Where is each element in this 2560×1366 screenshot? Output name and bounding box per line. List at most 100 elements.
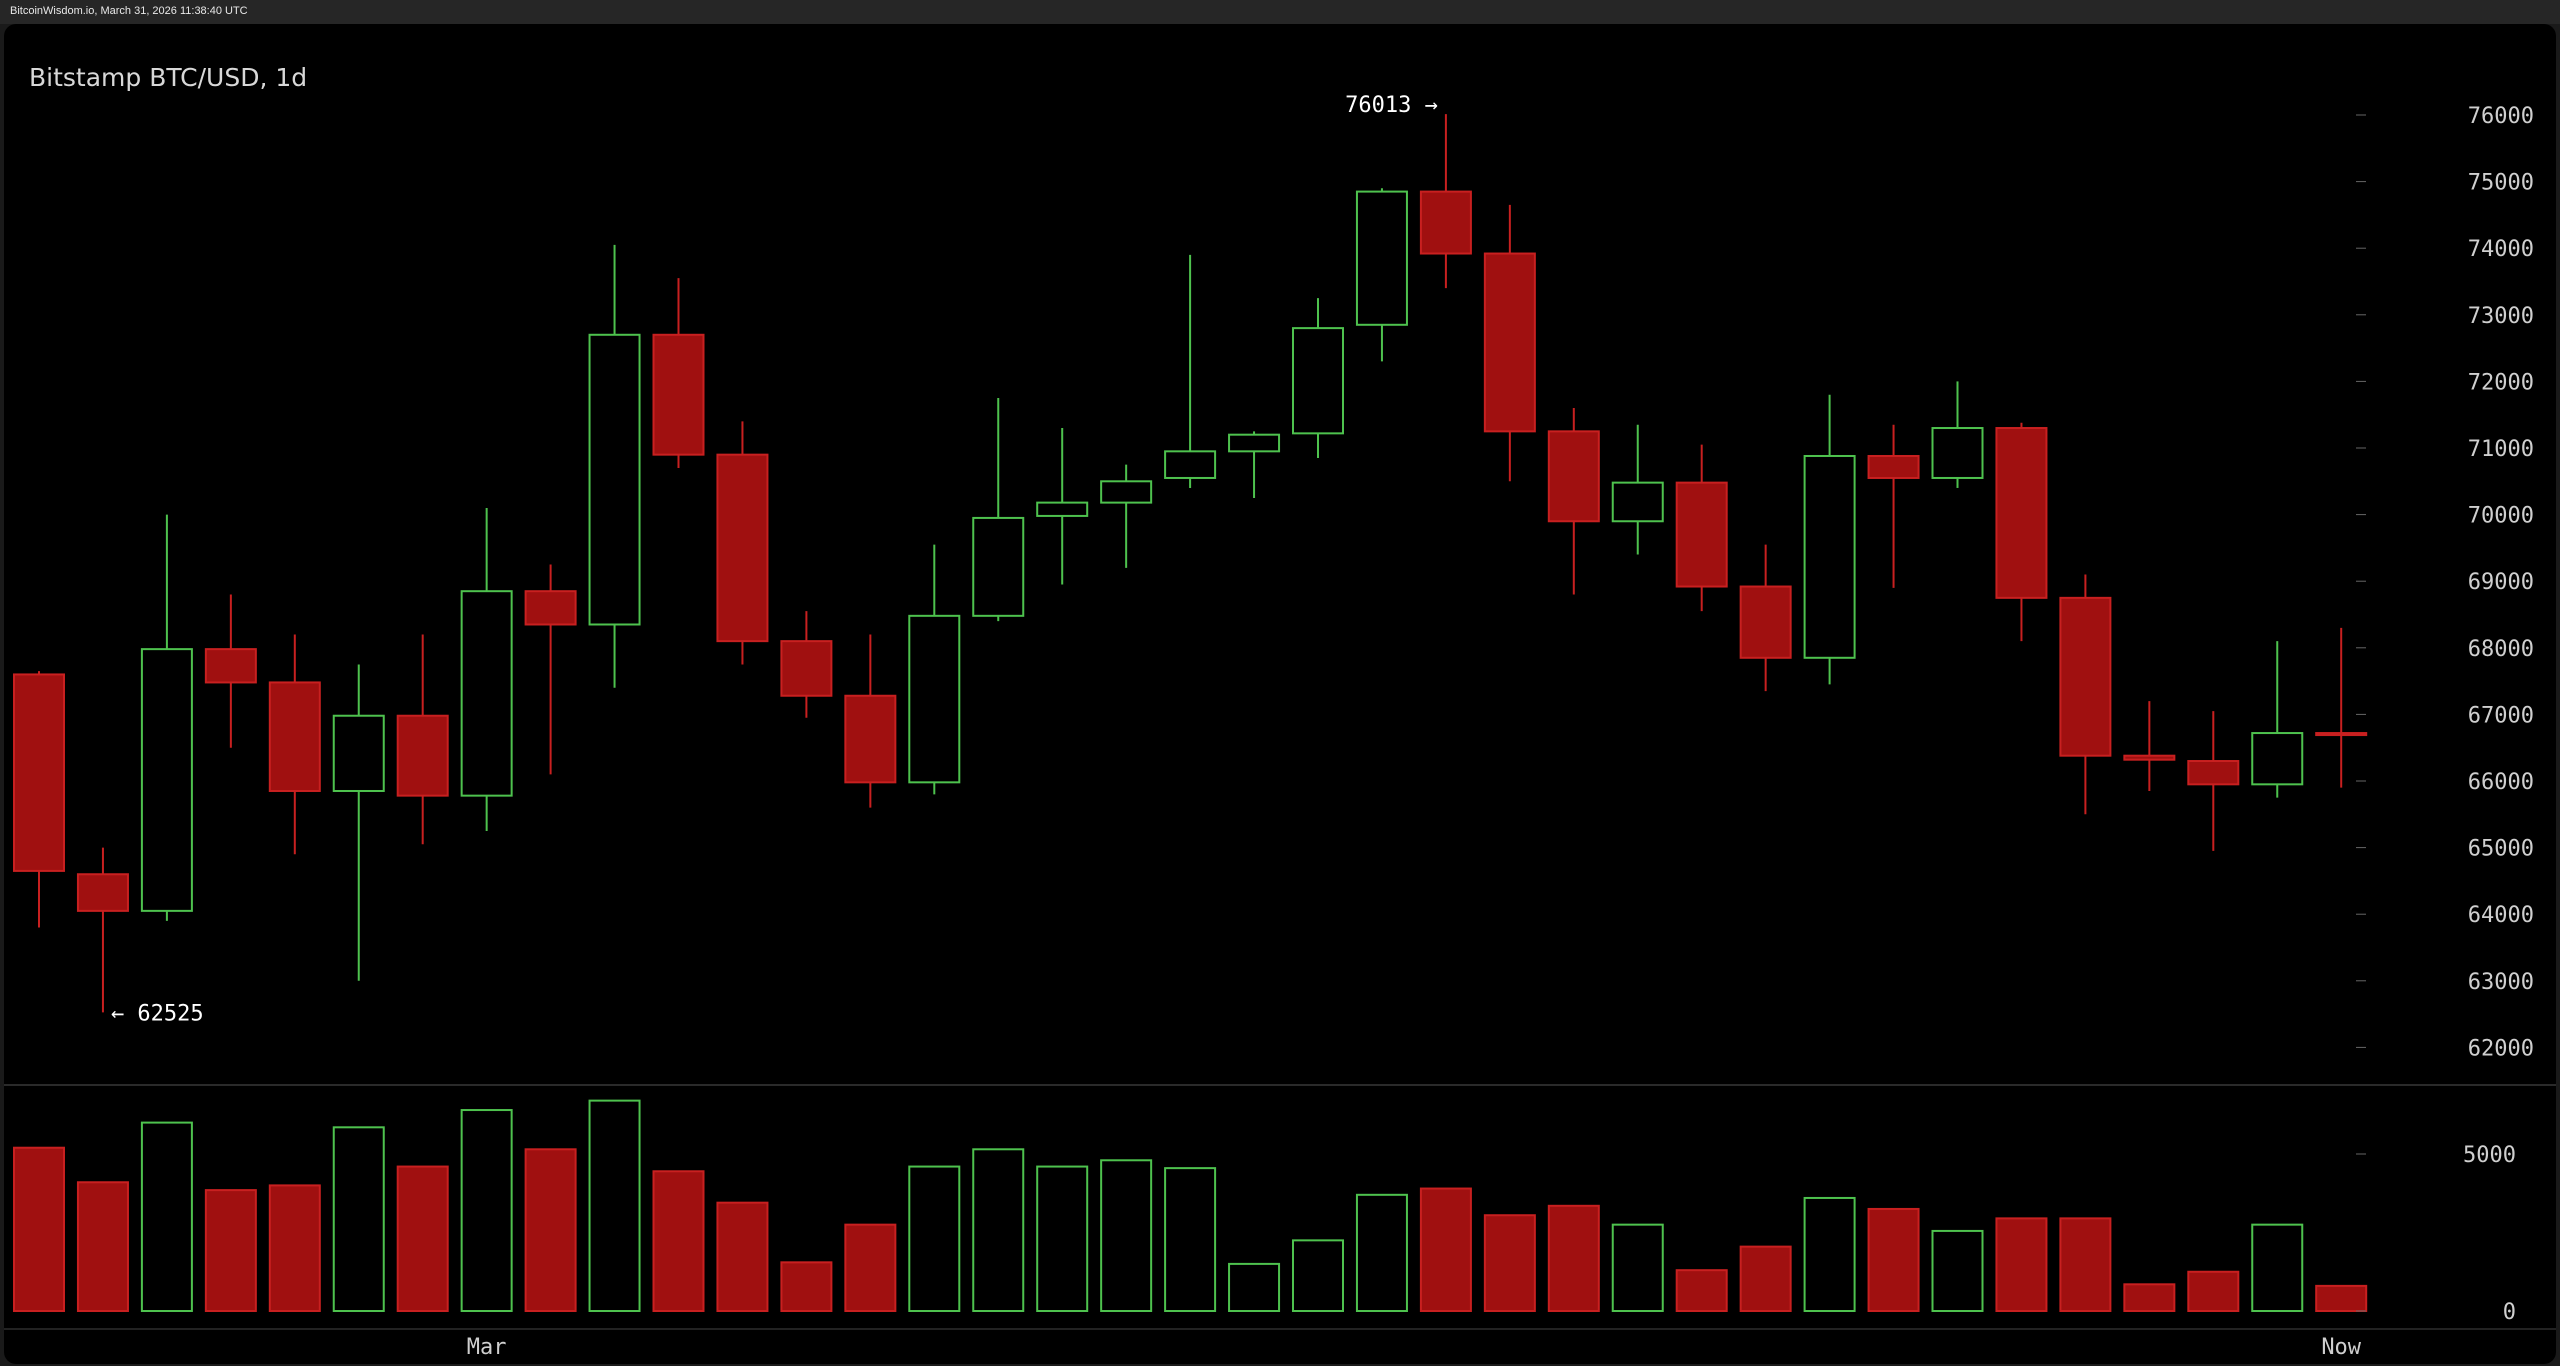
candle-body-down [2059, 596, 2112, 757]
candle-body-up [588, 333, 641, 626]
chart-title: Bitstamp BTC/USD, 1d [29, 63, 308, 92]
price-tick-label: 62000 [2468, 1036, 2534, 1061]
candle-body-down [844, 694, 897, 784]
candle-body-up [332, 714, 385, 792]
candlestick-chart[interactable]: 76000 75000 74000 73000 72000 71000 70000 69000… [4, 24, 2556, 1364]
volume-bar-up [140, 1121, 193, 1312]
price-tick-label: 64000 [2468, 903, 2534, 928]
price-tick-label: 75000 [2468, 171, 2534, 196]
volume-bar-up [1036, 1165, 1089, 1313]
candle-body-down [13, 673, 65, 872]
candle-body-down [1675, 481, 1728, 588]
volume-layer [13, 1099, 2368, 1313]
time-axis-label: Now [2321, 1335, 2361, 1360]
candle-body-down [1867, 454, 1920, 479]
candle-body-up [972, 516, 1025, 617]
candles-layer [13, 114, 2368, 1013]
volume-bar-down [268, 1184, 321, 1313]
volume-bar-down [780, 1261, 833, 1312]
volume-bar-up [2251, 1223, 2304, 1313]
volume-bar-up [1803, 1196, 1856, 1312]
candle-body-down [268, 681, 321, 792]
candle-body-down [524, 590, 577, 626]
volume-bar-down [1675, 1269, 1728, 1313]
high-annotation: 76013 → [1345, 93, 1438, 118]
annotation-layer: 76013 → ← 62525 [111, 93, 1438, 1026]
price-tick-label: 74000 [2468, 237, 2534, 262]
volume-bar-down [1483, 1214, 1536, 1312]
volume-bar-down [2315, 1284, 2368, 1313]
price-tick-label: 69000 [2468, 570, 2534, 595]
candle-body-up [908, 614, 961, 784]
time-axis-label: Mar [467, 1335, 507, 1360]
volume-bar-down [524, 1148, 577, 1313]
candle-body-up [1100, 480, 1153, 504]
price-tick-label: 73000 [2468, 304, 2534, 329]
candle-body-up [1292, 327, 1344, 435]
low-annotation: ← 62525 [111, 1001, 204, 1026]
volume-bar-up [1228, 1262, 1281, 1313]
volume-bar-up [588, 1099, 641, 1312]
price-tick-label: 67000 [2468, 703, 2534, 728]
candle-body-up [1803, 454, 1856, 659]
candle-body-down [2123, 754, 2176, 761]
candle-body-up [1355, 190, 1408, 326]
volume-bar-down [1867, 1207, 1920, 1312]
volume-bar-up [1355, 1193, 1408, 1312]
candle-body-down [1739, 585, 1792, 659]
volume-bar-up [460, 1109, 513, 1313]
volume-bar-down [2123, 1283, 2176, 1313]
volume-bar-down [652, 1170, 705, 1313]
volume-bar-down [844, 1223, 897, 1313]
candle-body-down [780, 640, 833, 697]
candle-body-up [1611, 481, 1664, 523]
candle-body-down [1547, 430, 1600, 523]
grid-layer [4, 1084, 2556, 1330]
axis-layer: 76000 75000 74000 73000 72000 71000 70000 69000… [467, 104, 2534, 1360]
price-tick-label: 72000 [2468, 370, 2534, 395]
timestamp-header: BitcoinWisdom.io, March 31, 2026 11:38:4… [10, 5, 248, 17]
volume-bar-down [13, 1146, 65, 1312]
price-tick-label: 68000 [2468, 637, 2534, 662]
candle-body-down [204, 648, 257, 684]
volume-bar-down [1739, 1245, 1792, 1313]
candle-body-down [716, 453, 769, 643]
candle-body-up [460, 590, 513, 797]
candle-body-up [1228, 433, 1281, 453]
candle-body-down [76, 873, 129, 912]
volume-bar-up [1100, 1159, 1153, 1313]
price-tick-label: 71000 [2468, 437, 2534, 462]
volume-tick-label: 0 [2503, 1300, 2516, 1325]
volume-bar-down [204, 1189, 257, 1312]
volume-bar-down [396, 1165, 449, 1313]
candle-body-up [2251, 732, 2304, 786]
candle-body-down [1995, 427, 2048, 599]
volume-bar-up [1292, 1239, 1344, 1312]
volume-bar-down [716, 1201, 769, 1313]
volume-tick-label: 5000 [2463, 1143, 2516, 1168]
volume-bar-down [76, 1181, 129, 1313]
volume-bar-up [1164, 1167, 1217, 1312]
price-tick-label: 65000 [2468, 837, 2534, 862]
volume-bar-up [1611, 1223, 1664, 1313]
volume-bar-down [2059, 1217, 2112, 1312]
candle-body-up [1931, 427, 1984, 479]
candle-body-up [140, 648, 193, 912]
volume-bar-down [1547, 1204, 1600, 1313]
candle-body-down [652, 333, 705, 456]
price-tick-label: 66000 [2468, 770, 2534, 795]
candle-body-up [1036, 501, 1089, 517]
volume-bar-up [908, 1165, 961, 1313]
candle-body-down [1483, 252, 1536, 433]
price-tick-label: 63000 [2468, 970, 2534, 995]
candle-body-down [2315, 732, 2368, 737]
candle-body-up [1164, 450, 1217, 479]
chart-panel[interactable]: Bitstamp BTC/USD, 1d 76000 75000 74000 7300… [4, 24, 2556, 1364]
candle-body-down [1419, 190, 1472, 255]
volume-bar-down [2187, 1270, 2240, 1312]
price-tick-label: 70000 [2468, 504, 2534, 529]
volume-bar-down [1995, 1217, 2048, 1312]
volume-bar-up [1931, 1229, 1984, 1313]
candle-body-down [396, 714, 449, 797]
volume-bar-up [332, 1126, 385, 1313]
